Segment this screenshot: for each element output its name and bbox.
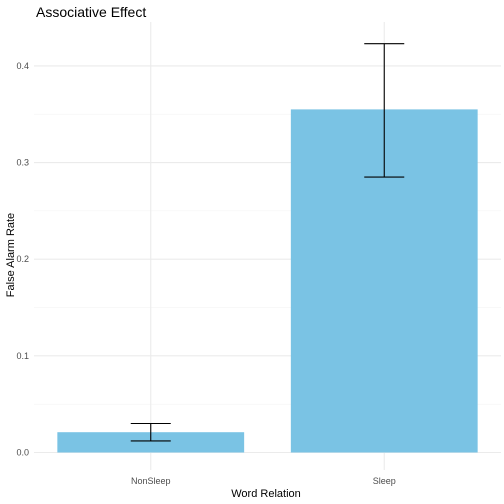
x-axis-title: Word Relation (231, 488, 301, 500)
chart-title: Associative Effect (36, 4, 146, 20)
x-tick-label: Sleep (373, 476, 396, 486)
y-tick-label: 0.1 (16, 351, 29, 361)
y-axis-title: False Alarm Rate (5, 213, 17, 297)
bars (57, 109, 477, 452)
y-tick-label: 0.3 (16, 158, 29, 168)
x-tick-label: NonSleep (131, 476, 171, 486)
y-tick-label: 0.4 (16, 61, 29, 71)
y-tick-label: 0.0 (16, 448, 29, 458)
x-tick-labels: NonSleep Sleep (131, 476, 396, 486)
y-tick-label: 0.2 (16, 254, 29, 264)
y-tick-labels: 0.0 0.1 0.2 0.3 0.4 (16, 61, 29, 458)
